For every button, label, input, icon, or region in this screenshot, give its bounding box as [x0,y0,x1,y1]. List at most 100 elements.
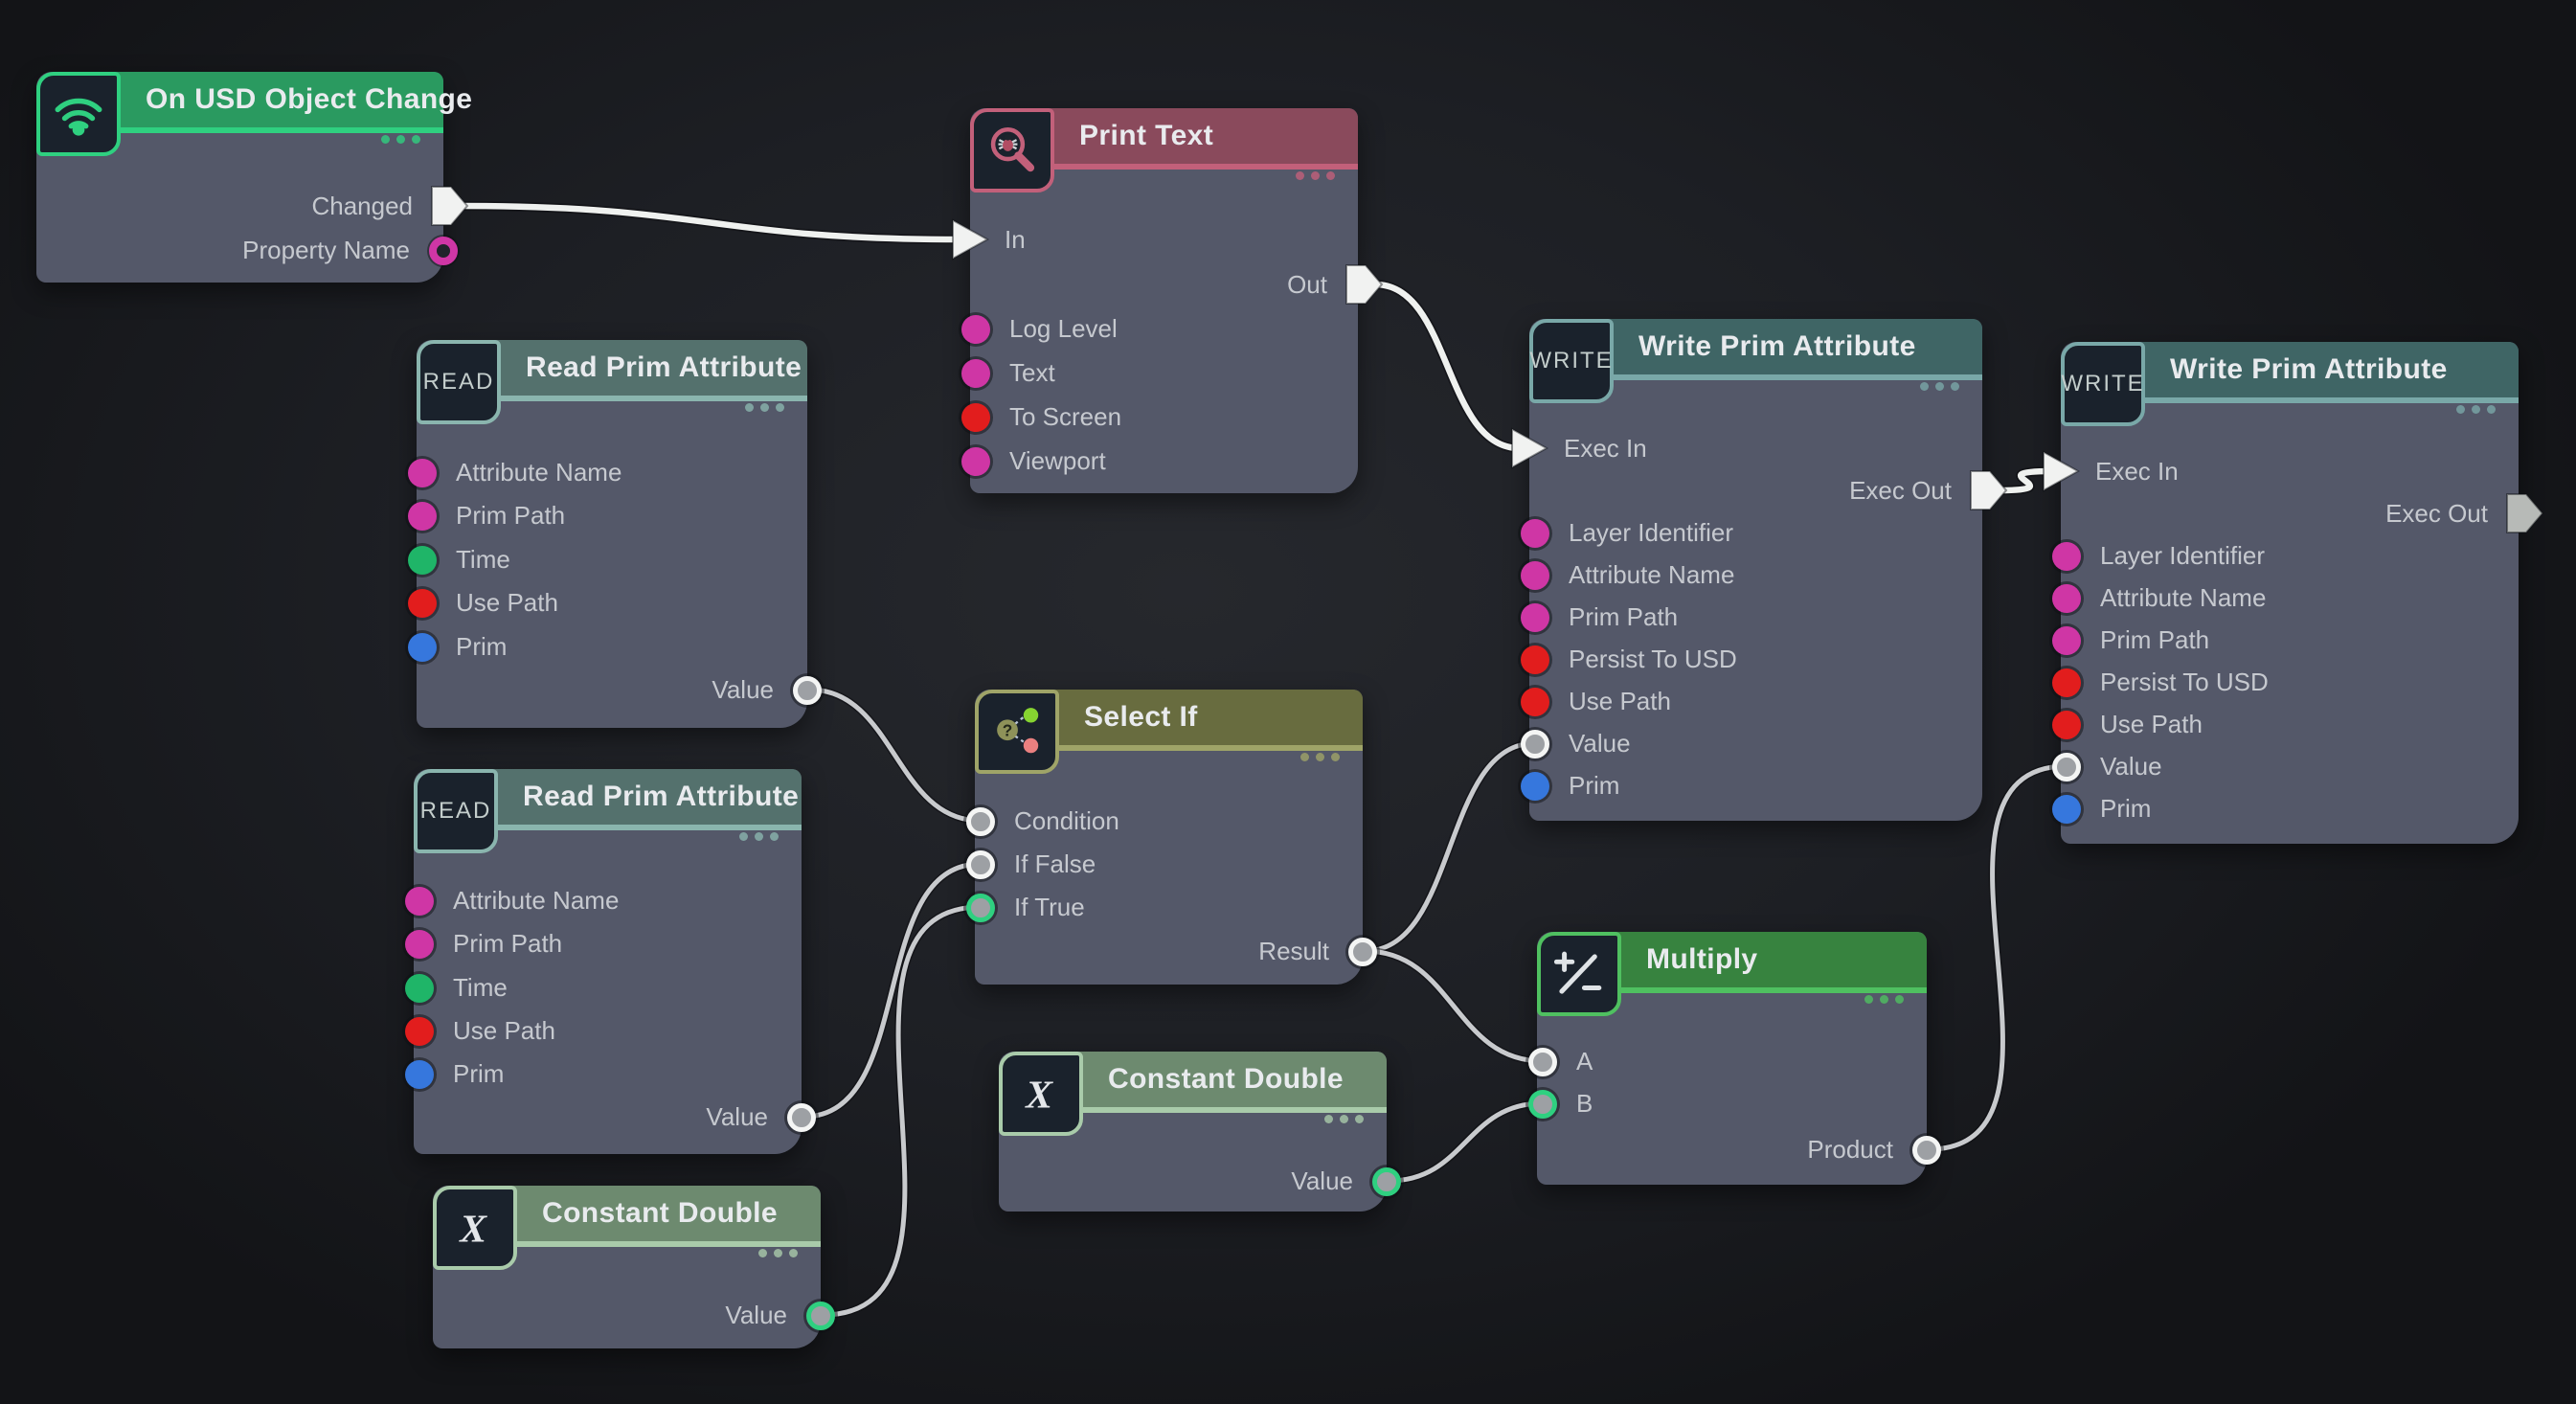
connected-port-icon[interactable] [793,675,822,705]
port-exec-out[interactable]: Exec Out [2385,492,2545,534]
node-menu-ellipsis-icon[interactable] [1324,1115,1364,1123]
port-log-level[interactable]: Log Level [961,314,1118,344]
port-prim[interactable]: Prim [2052,794,2151,824]
node-read-prim-attribute-2[interactable]: Read Prim Attribute READ Attribute Name Pri… [405,769,816,1154]
data-port-icon[interactable] [1521,687,1549,716]
port-prim-path[interactable]: Prim Path [408,501,565,531]
data-port-icon[interactable] [1521,771,1549,801]
port-if-true[interactable]: If True [966,893,1085,922]
port-attribute-name[interactable]: Attribute Name [2052,583,2266,613]
port-changed[interactable]: Changed [311,185,470,227]
connected-port-icon[interactable] [806,1301,835,1330]
data-port-icon[interactable] [2052,668,2081,697]
data-port-icon[interactable] [2052,541,2081,571]
exec-out-port-icon[interactable] [1339,263,1385,306]
port-prim-path[interactable]: Prim Path [405,929,562,959]
data-port-icon[interactable] [2052,794,2081,824]
data-port-icon[interactable] [408,545,437,575]
wire-constant-double-1-value-to-select-if-if-true[interactable] [822,904,982,1318]
node-header[interactable]: Select If [1055,690,1363,745]
exec-out-port-icon[interactable] [1963,469,2009,511]
wire-select-if-result-to-multiply-a[interactable] [1364,948,1544,1064]
port-out[interactable]: Out [1287,263,1385,306]
exec-out-port-icon[interactable] [424,185,470,227]
port-condition[interactable]: Condition [966,806,1119,836]
port-if-false[interactable]: If False [966,849,1096,879]
node-header[interactable]: Write Prim Attribute [2141,342,2519,397]
exec-in-port-icon[interactable] [947,218,993,260]
port-in[interactable]: In [947,218,1026,260]
node-read-prim-attribute-1[interactable]: Read Prim Attribute READ Attribute Name Pri… [408,340,822,728]
port-persist-to-usd[interactable]: Persist To USD [1521,645,1737,674]
port-use-path[interactable]: Use Path [1521,687,1671,716]
node-menu-ellipsis-icon[interactable] [739,832,779,841]
wire-constant-double-2-value-to-multiply-b[interactable] [1388,1100,1544,1184]
node-header[interactable]: Read Prim Attribute [494,769,802,825]
port-attribute-name[interactable]: Attribute Name [408,458,621,487]
port-use-path[interactable]: Use Path [405,1016,555,1046]
port-product[interactable]: Product [1807,1135,1941,1165]
node-write-prim-attribute-1[interactable]: Write Prim Attribute WRITE Exec In Exec Out… [1511,319,2008,821]
wire-multiply-product-to-write-prim-attribute-2-value[interactable] [1928,763,2068,1152]
port-layer-identifier[interactable]: Layer Identifier [2052,541,2265,571]
data-port-icon[interactable] [961,358,990,388]
port-persist-to-usd[interactable]: Persist To USD [2052,668,2269,697]
port-time[interactable]: Time [405,973,508,1003]
node-constant-double-2[interactable]: Constant Double X Value [999,1052,1401,1212]
node-header[interactable]: Read Prim Attribute [497,340,807,396]
connected-port-icon[interactable] [1528,1047,1557,1076]
wire-print-text-out-to-write-prim-attribute-1-exec-in[interactable] [1374,281,1521,452]
data-port-icon[interactable] [2052,710,2081,739]
node-header[interactable]: Constant Double [513,1186,821,1241]
data-port-icon[interactable] [405,929,434,959]
port-use-path[interactable]: Use Path [2052,710,2203,739]
unconnected-ring-port-icon[interactable] [429,236,458,265]
wire-read-prim-attribute-2-value-to-select-if-if-false[interactable] [802,861,982,1120]
wire-read-prim-attribute-1-value-to-select-if-condition[interactable] [808,687,982,824]
data-port-icon[interactable] [1521,645,1549,674]
data-port-icon[interactable] [2052,625,2081,655]
node-header[interactable]: Write Prim Attribute [1610,319,1982,374]
node-menu-ellipsis-icon[interactable] [381,135,420,144]
data-port-icon[interactable] [405,973,434,1003]
port-attribute-name[interactable]: Attribute Name [405,886,619,916]
wire-write-prim-attribute-1-exec-out-to-write-prim-attribute-2-exec-in[interactable] [1999,467,2052,494]
port-exec-in[interactable]: Exec In [2038,450,2179,492]
port-exec-in[interactable]: Exec In [1506,427,1647,469]
node-header[interactable]: Multiply [1617,932,1927,987]
node-menu-ellipsis-icon[interactable] [1864,995,1904,1004]
connected-port-icon[interactable] [1348,937,1377,966]
node-menu-ellipsis-icon[interactable] [1920,382,1959,391]
exec-in-port-icon[interactable] [1506,427,1552,469]
connected-port-icon[interactable] [1372,1166,1401,1196]
connected-port-icon[interactable] [1528,1089,1557,1119]
node-multiply[interactable]: Multiply A B Product [1528,932,1941,1185]
node-select-if[interactable]: Select If ? Condition If False If True Resu… [966,690,1377,985]
port-value[interactable]: Value [712,675,822,705]
data-port-icon[interactable] [2052,583,2081,613]
port-prim-path[interactable]: Prim Path [2052,625,2209,655]
data-port-icon[interactable] [408,588,437,618]
data-port-icon[interactable] [1521,518,1549,548]
data-port-icon[interactable] [961,446,990,476]
connected-port-icon[interactable] [1521,729,1549,759]
wire-on-usd-object-change-changed-to-print-text-in[interactable] [460,202,961,243]
node-header[interactable]: Print Text [1051,108,1358,164]
port-prim[interactable]: Prim [1521,771,1619,801]
connected-port-icon[interactable] [2052,752,2081,781]
port-value[interactable]: Value [706,1102,816,1132]
data-port-icon[interactable] [961,402,990,432]
connected-port-icon[interactable] [966,893,995,922]
port-attribute-name[interactable]: Attribute Name [1521,560,1734,590]
data-port-icon[interactable] [408,458,437,487]
data-port-icon[interactable] [961,314,990,344]
port-to-screen[interactable]: To Screen [961,402,1121,432]
port-value[interactable]: Value [2052,752,2162,781]
port-result[interactable]: Result [1258,937,1377,966]
connected-port-icon[interactable] [966,806,995,836]
node-write-prim-attribute-2[interactable]: Write Prim Attribute WRITE Exec In Exec Out… [2043,342,2544,844]
node-on-usd-object-change[interactable]: On USD Object Change Changed Property Nam… [36,72,472,283]
node-menu-ellipsis-icon[interactable] [1296,171,1335,180]
node-constant-double-1[interactable]: Constant Double X Value [433,1186,835,1348]
